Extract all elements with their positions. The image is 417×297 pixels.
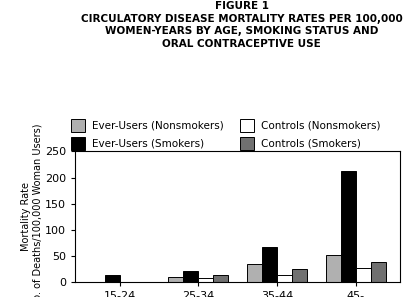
Text: Ever-Users (Smokers): Ever-Users (Smokers) xyxy=(92,138,204,148)
Bar xyxy=(341,171,356,282)
Bar xyxy=(168,277,183,282)
Bar xyxy=(247,264,262,282)
Bar xyxy=(371,262,386,282)
Bar xyxy=(214,275,228,282)
Text: Controls (Nonsmokers): Controls (Nonsmokers) xyxy=(261,121,380,130)
Bar xyxy=(326,255,341,282)
Bar xyxy=(183,271,198,282)
Bar xyxy=(105,275,120,282)
Bar xyxy=(277,275,292,282)
Text: Ever-Users (Nonsmokers): Ever-Users (Nonsmokers) xyxy=(92,121,224,130)
Bar xyxy=(292,268,307,282)
Y-axis label: Mortality Rate
(No. of Deaths/100,000 Woman Users): Mortality Rate (No. of Deaths/100,000 Wo… xyxy=(20,123,42,297)
Text: FIGURE 1
CIRCULATORY DISEASE MORTALITY RATES PER 100,000
WOMEN-YEARS BY AGE, SMO: FIGURE 1 CIRCULATORY DISEASE MORTALITY R… xyxy=(81,1,403,49)
Bar xyxy=(356,268,371,282)
Bar xyxy=(198,278,214,282)
Bar xyxy=(262,247,277,282)
Text: Controls (Smokers): Controls (Smokers) xyxy=(261,138,361,148)
